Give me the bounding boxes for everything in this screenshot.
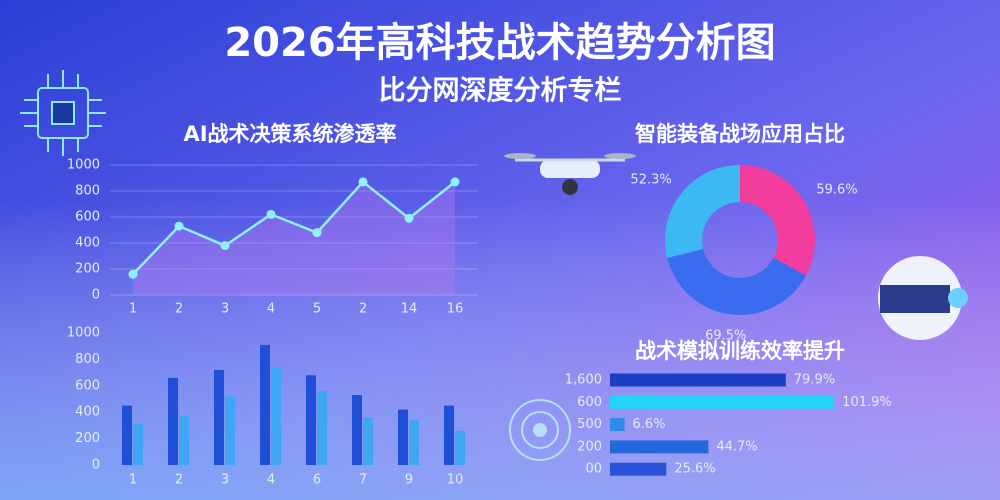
y-tick-label: 1,600 — [565, 373, 602, 388]
value-label: 59.6% — [816, 183, 857, 198]
x-tick-label: 14 — [401, 302, 418, 317]
bar — [610, 373, 786, 387]
x-tick-label: 5 — [313, 302, 321, 317]
pie-slice — [665, 165, 740, 258]
drone-icon — [504, 153, 636, 195]
value-label: 52.3% — [630, 173, 671, 188]
bar — [271, 367, 281, 465]
bar — [168, 377, 178, 465]
bar — [455, 430, 465, 465]
y-tick-label: 1000 — [67, 158, 100, 173]
x-tick-label: 6 — [313, 473, 321, 488]
value-label: 44.7% — [716, 439, 757, 454]
bar — [398, 409, 408, 465]
bar — [610, 418, 625, 432]
x-tick-label: 3 — [221, 302, 229, 317]
point — [450, 177, 460, 187]
bar — [409, 420, 419, 465]
value-label: 6.6% — [633, 417, 666, 432]
x-tick-label: 4 — [267, 302, 275, 317]
bar — [352, 395, 362, 465]
y-tick-label: 00 — [585, 462, 602, 477]
chart-title: AI战术决策系统渗透率 — [183, 122, 396, 146]
point — [128, 269, 138, 279]
chart-title: 战术模拟训练效率提升 — [635, 339, 845, 363]
x-tick-label: 2 — [175, 302, 183, 317]
value-label: 25.6% — [674, 462, 715, 477]
line — [132, 180, 456, 276]
pie-slice — [740, 165, 815, 276]
point — [312, 228, 322, 238]
x-tick-label: 3 — [221, 473, 229, 488]
bar — [214, 369, 224, 465]
bar — [122, 405, 132, 465]
y-tick-label: 400 — [75, 236, 100, 251]
bar — [179, 416, 189, 465]
x-tick-label: 9 — [405, 473, 413, 488]
x-tick-label: 2 — [175, 473, 183, 488]
point — [174, 221, 184, 231]
chip-icon — [20, 70, 106, 156]
y-tick-label: 600 — [75, 378, 100, 393]
x-tick-label: 4 — [267, 473, 275, 488]
page-title: 2026年高科技战术趋势分析图 — [224, 20, 775, 66]
target-icon — [509, 399, 571, 461]
point — [358, 177, 368, 187]
y-tick-label: 1000 — [67, 326, 100, 341]
value-label: 101.9% — [842, 395, 892, 410]
x-tick-label: 1 — [129, 473, 137, 488]
y-tick-label: 600 — [75, 210, 100, 225]
page-subtitle: 比分网深度分析专栏 — [379, 75, 622, 107]
bar — [610, 440, 709, 454]
bar — [225, 396, 235, 465]
bar — [610, 462, 667, 476]
y-tick-label: 200 — [75, 431, 100, 446]
line-area — [133, 181, 455, 295]
bar — [363, 417, 373, 465]
bar — [610, 395, 835, 409]
x-tick-label: 1 — [129, 302, 137, 317]
bar — [317, 391, 327, 465]
bar — [306, 375, 316, 465]
bar — [133, 424, 143, 465]
x-tick-label: 2 — [359, 302, 367, 317]
x-tick-label: 16 — [447, 302, 464, 317]
pie-slice — [667, 249, 807, 315]
point — [220, 241, 230, 251]
y-tick-label: 400 — [75, 405, 100, 420]
y-tick-label: 200 — [577, 439, 602, 454]
helmet-icon — [878, 256, 968, 340]
y-tick-label: 0 — [92, 288, 100, 303]
y-tick-label: 600 — [577, 395, 602, 410]
point — [266, 209, 276, 219]
x-tick-label: 7 — [359, 473, 367, 488]
x-tick-label: 10 — [447, 473, 464, 488]
y-tick-label: 500 — [577, 417, 602, 432]
y-tick-label: 800 — [75, 184, 100, 199]
y-tick-label: 800 — [75, 352, 100, 367]
y-tick-label: 200 — [75, 262, 100, 277]
y-tick-label: 0 — [92, 458, 100, 473]
chart-title: 智能装备战场应用占比 — [635, 122, 845, 146]
value-label: 69.5% — [705, 329, 746, 344]
bar — [444, 405, 454, 465]
value-label: 79.9% — [794, 373, 835, 388]
bar — [260, 344, 270, 465]
point — [404, 213, 414, 223]
